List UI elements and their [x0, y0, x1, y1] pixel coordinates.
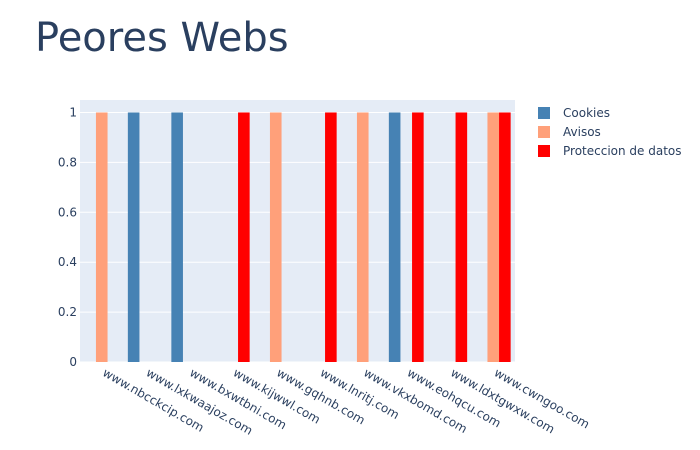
bar[interactable]: [238, 112, 250, 362]
y-tick-label: 0.4: [58, 255, 77, 269]
bar[interactable]: [127, 112, 140, 362]
chart-title: Peores Webs: [35, 15, 289, 61]
legend-swatch: [538, 145, 550, 157]
legend-swatch: [538, 126, 550, 138]
y-tick-label: 0.8: [58, 155, 77, 169]
bar[interactable]: [412, 112, 424, 362]
bar[interactable]: [171, 112, 183, 362]
x-axis: www.nbcckcip.comwww.lxkwaajoz.comwww.bxw…: [100, 365, 592, 437]
y-tick-label: 0.2: [58, 305, 77, 319]
y-tick-label: 0: [69, 355, 77, 369]
y-axis: 0 0.2 0.4 0.6 0.8 1: [58, 105, 77, 369]
legend[interactable]: Cookies Avisos Proteccion de datos: [538, 106, 682, 158]
bar[interactable]: [269, 112, 282, 362]
gridlines: [80, 111, 515, 363]
y-tick-label: 1: [69, 105, 77, 119]
legend-swatch: [538, 107, 550, 119]
bar[interactable]: [455, 112, 468, 362]
legend-label: Cookies: [563, 106, 610, 120]
y-tick-label: 0.6: [58, 205, 77, 219]
bar[interactable]: [487, 112, 500, 362]
plot-area: [80, 100, 515, 362]
bars: [95, 112, 511, 362]
bar[interactable]: [95, 112, 108, 362]
legend-label: Proteccion de datos: [563, 144, 682, 158]
bar[interactable]: [499, 112, 511, 362]
legend-label: Avisos: [563, 125, 601, 139]
bar[interactable]: [325, 112, 337, 362]
bar[interactable]: [356, 112, 369, 362]
bar[interactable]: [388, 112, 401, 362]
